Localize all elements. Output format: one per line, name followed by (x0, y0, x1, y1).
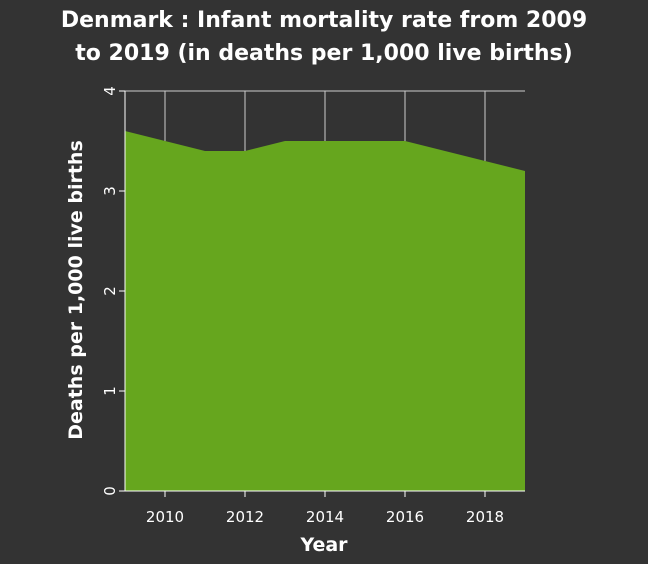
tick-labels: 2010 2012 2014 2016 2018 0 1 2 3 4 (101, 86, 504, 526)
axes (119, 90, 525, 497)
chart-title-line-1: Denmark : Infant mortality rate from 200… (61, 8, 587, 33)
x-tick-label-2010: 2010 (146, 508, 184, 526)
chart-title-line-2: to 2019 (in deaths per 1,000 live births… (75, 41, 572, 66)
area-series (125, 131, 525, 491)
area-fill (125, 131, 525, 491)
x-tick-label-2018: 2018 (466, 508, 504, 526)
x-axis-label: Year (299, 534, 348, 556)
y-axis-label: Deaths per 1,000 live births (65, 140, 87, 440)
y-tick-label-1: 1 (101, 386, 119, 396)
x-tick-label-2016: 2016 (386, 508, 424, 526)
y-tick-label-4: 4 (101, 86, 119, 96)
y-tick-label-3: 3 (101, 186, 119, 196)
x-tick-label-2012: 2012 (226, 508, 264, 526)
y-tick-label-0: 0 (101, 486, 119, 496)
x-tick-label-2014: 2014 (306, 508, 344, 526)
y-tick-label-2: 2 (101, 286, 119, 296)
